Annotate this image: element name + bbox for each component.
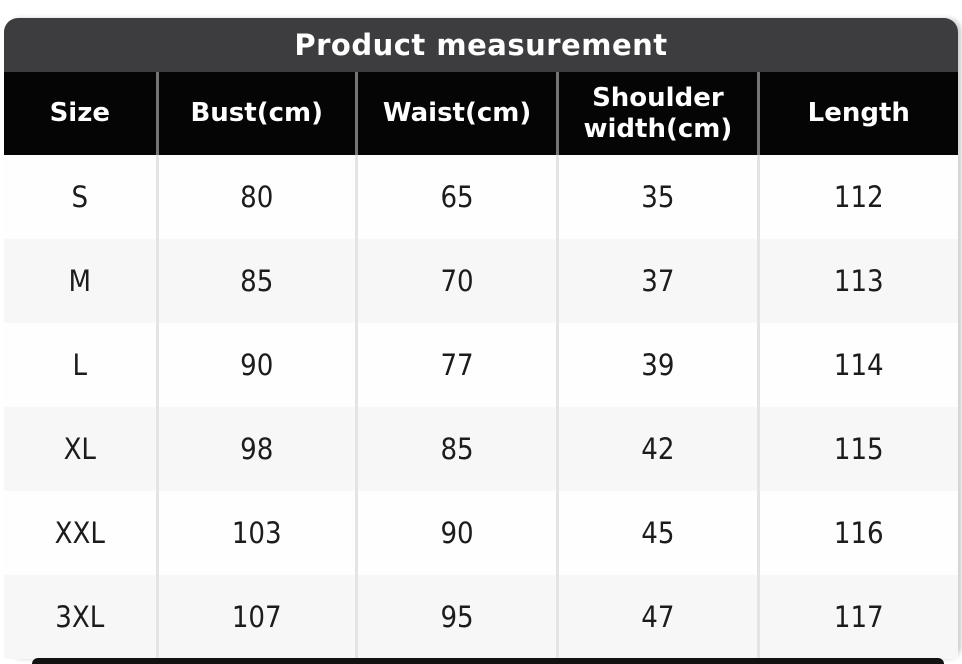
table-row: XL 98 85 42 115 — [4, 407, 958, 491]
table-cell: 116 — [833, 516, 884, 550]
table-cell: 77 — [358, 323, 560, 407]
measurement-table-card: Product measurement Size Bust(cm) Waist(cm… — [4, 18, 958, 659]
table-cell: 98 — [159, 407, 358, 491]
table-row: S 80 65 35 112 — [4, 155, 958, 239]
table-cell: XL — [4, 407, 159, 491]
table-cell: 85 — [159, 239, 358, 323]
table-cell: 35 — [559, 155, 760, 239]
table-cell: 80 — [159, 155, 358, 239]
table-cell: 70 — [358, 239, 560, 323]
table-cell: 114 — [833, 348, 884, 382]
header-cell: Shoulder width(cm) — [559, 72, 760, 155]
table-cell: S — [4, 155, 159, 239]
table-cell: 42 — [559, 407, 760, 491]
table-cell: 103 — [159, 491, 358, 575]
table-cell: 95 — [358, 575, 560, 659]
table-row: XXL 103 90 45 116 — [4, 491, 958, 575]
header-cell: Length — [807, 98, 910, 129]
table-body: S 80 65 35 112 M 85 70 37 113 L 90 77 39 114 XL 98 85 42 11… — [4, 155, 958, 659]
table-cell: 47 — [559, 575, 760, 659]
header-cell: Size — [4, 72, 159, 155]
table-title-bar: Product measurement — [4, 18, 958, 72]
table-cell: L — [4, 323, 159, 407]
header-row: Size Bust(cm) Waist(cm) Shoulder width(cm) L… — [4, 72, 958, 155]
table-cell: XXL — [4, 491, 159, 575]
table-cell: 37 — [559, 239, 760, 323]
table-cell: 90 — [159, 323, 358, 407]
table-title: Product measurement — [294, 28, 668, 62]
table-cell: 3XL — [4, 575, 159, 659]
table-row: 3XL 107 95 47 117 — [4, 575, 958, 659]
table-cell: 115 — [833, 432, 884, 466]
table-cell: 113 — [833, 264, 884, 298]
table-row: M 85 70 37 113 — [4, 239, 958, 323]
next-table-top-edge — [32, 658, 944, 664]
table-cell: 90 — [358, 491, 560, 575]
table-cell: 39 — [559, 323, 760, 407]
header-cell: Bust(cm) — [159, 72, 358, 155]
table-cell: 85 — [358, 407, 560, 491]
table-cell: 45 — [559, 491, 760, 575]
table-cell: 117 — [833, 600, 884, 634]
table-row: L 90 77 39 114 — [4, 323, 958, 407]
header-cell: Waist(cm) — [358, 72, 560, 155]
table-cell: 65 — [358, 155, 560, 239]
table-cell: 107 — [159, 575, 358, 659]
table-cell: 112 — [833, 180, 884, 214]
table-cell: M — [4, 239, 159, 323]
